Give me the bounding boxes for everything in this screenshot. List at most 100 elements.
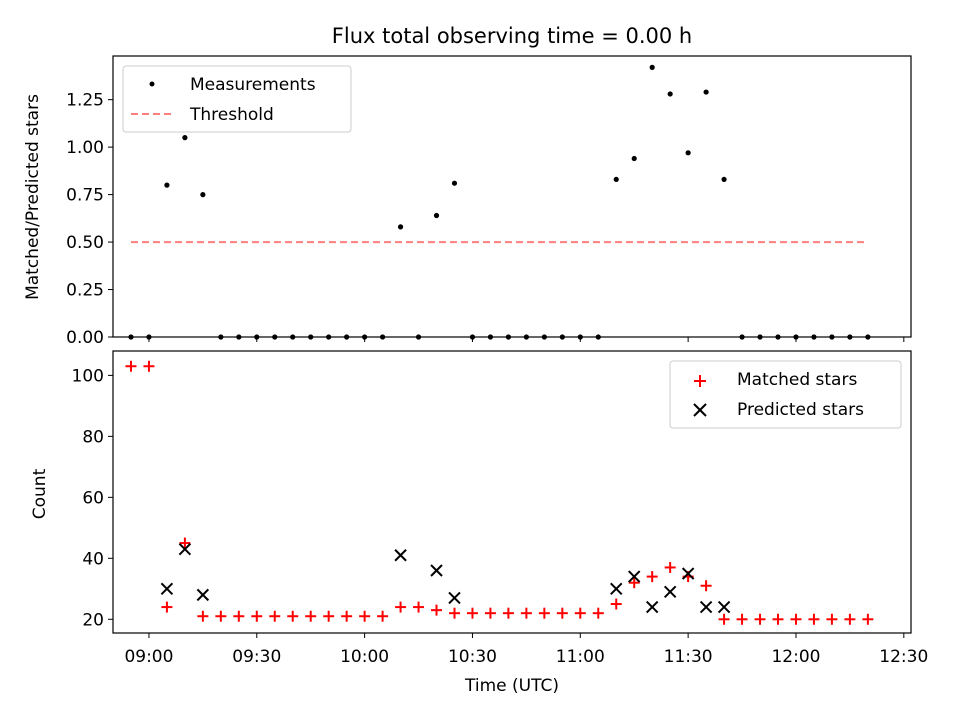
measurement-point bbox=[775, 334, 781, 340]
measurement-point bbox=[523, 334, 529, 340]
matched-star-point bbox=[610, 598, 622, 610]
predicted-star-point bbox=[160, 582, 174, 596]
ratio-y-tick-label: 1.25 bbox=[66, 91, 104, 111]
matched-star-point bbox=[772, 613, 784, 625]
matched-star-point bbox=[413, 601, 425, 613]
x-tick-label: 11:00 bbox=[556, 647, 605, 667]
measurement-point bbox=[685, 150, 691, 156]
measurement-point bbox=[326, 334, 332, 340]
measurement-point bbox=[218, 334, 224, 340]
measurement-point bbox=[577, 334, 583, 340]
matched-star-point bbox=[359, 610, 371, 622]
predicted-star-b bbox=[178, 542, 192, 556]
count-panel: 20 40 60 80 100 09:00 09:30 10:00 10:30 11:00 11:3… bbox=[30, 350, 929, 696]
count-axis-ticks: 20 40 60 80 100 09:00 09:30 10:00 10:30 11:00 11:3… bbox=[72, 366, 929, 667]
matched-star-point bbox=[395, 601, 407, 613]
matched-star-point bbox=[431, 604, 443, 616]
predicted-star-b bbox=[681, 567, 695, 580]
predicted-star-point bbox=[196, 588, 210, 602]
predicted-star-point bbox=[717, 600, 731, 614]
measurement-point bbox=[272, 334, 278, 340]
measurement-point bbox=[290, 334, 296, 340]
matched-star-point bbox=[125, 360, 137, 372]
ratio-y-tick-label: 0.00 bbox=[66, 328, 104, 348]
x-tick-label: 09:00 bbox=[124, 647, 173, 667]
measurement-point bbox=[344, 334, 350, 340]
measurement-point bbox=[703, 89, 709, 95]
predicted-star-b bbox=[394, 549, 407, 562]
count-y-tick-label: 60 bbox=[82, 488, 104, 508]
matched-star-point bbox=[502, 607, 514, 619]
chart-title: Flux total observing time = 0.00 h bbox=[332, 24, 692, 48]
matched-star-point bbox=[448, 607, 460, 619]
predicted-star-point bbox=[663, 585, 677, 599]
matched-star-point bbox=[646, 571, 658, 583]
x-tick-label: 12:30 bbox=[879, 647, 928, 667]
predicted-star-b bbox=[448, 591, 461, 605]
ratio-y-axis-label: Matched/Predicted stars bbox=[23, 94, 43, 300]
predicted-star-point bbox=[610, 582, 623, 596]
measurement-point bbox=[613, 176, 619, 183]
matched-star-point bbox=[700, 580, 712, 592]
matched-star-point bbox=[215, 610, 227, 622]
measurement-point bbox=[146, 334, 152, 340]
measurement-point bbox=[595, 334, 601, 340]
matched-star-point bbox=[341, 610, 353, 622]
predicted-star-point bbox=[430, 564, 443, 577]
x-tick-label: 09:30 bbox=[232, 647, 281, 667]
count-y-tick-label: 40 bbox=[82, 549, 104, 569]
ratio-y-tick-label: 0.25 bbox=[66, 281, 104, 301]
matched-star-point bbox=[862, 613, 874, 625]
ratio-panel: 0.00 0.25 0.50 0.75 1.00 1.25 Matched/Predict… bbox=[23, 55, 912, 348]
count-y-tick-label: 80 bbox=[82, 427, 104, 447]
predicted-legend-marker bbox=[693, 403, 707, 417]
measurement-point bbox=[397, 224, 404, 230]
matched-star-point bbox=[269, 610, 281, 622]
predicted-star-point bbox=[699, 600, 713, 614]
measurement-point bbox=[739, 334, 745, 340]
measurement-point bbox=[433, 212, 440, 219]
ratio-legend: Measurements Threshold bbox=[122, 65, 352, 133]
predicted-star-point bbox=[394, 549, 407, 562]
measurement-point bbox=[649, 64, 655, 70]
predicted-star-point bbox=[178, 542, 192, 556]
matched-star-point bbox=[754, 613, 766, 625]
matched-star-point bbox=[592, 607, 604, 619]
measurement-point bbox=[200, 192, 206, 198]
matched-star-point bbox=[143, 360, 155, 372]
measurement-point bbox=[128, 334, 134, 340]
matched-star-point bbox=[251, 610, 263, 622]
matched-star-point bbox=[484, 607, 496, 619]
predicted-star-b bbox=[196, 588, 210, 602]
measurement-point bbox=[757, 334, 763, 340]
matched-star-point bbox=[628, 577, 640, 589]
measurement-point bbox=[811, 334, 817, 340]
predicted-star-point bbox=[448, 591, 461, 605]
measurement-point bbox=[415, 334, 422, 340]
measurement-point bbox=[236, 334, 242, 340]
matched-star-point bbox=[556, 607, 568, 619]
ratio-legend-box bbox=[122, 65, 352, 133]
measurement-point bbox=[541, 334, 547, 340]
count-y-axis-label: Count bbox=[30, 468, 50, 519]
matched-star-point bbox=[377, 610, 389, 622]
predicted-star-point bbox=[681, 567, 695, 580]
x-tick-label: 12:00 bbox=[771, 647, 820, 667]
ratio-y-tick-label: 0.75 bbox=[66, 186, 104, 206]
matched-star-point bbox=[287, 610, 299, 622]
count-legend: Matched stars Predicted stars bbox=[669, 360, 902, 429]
measurement-point bbox=[451, 180, 458, 186]
predicted-star-b bbox=[610, 582, 623, 596]
matched-star-point bbox=[538, 607, 550, 619]
matched-star-point bbox=[718, 613, 730, 625]
measurement-point bbox=[793, 334, 799, 340]
measurements-legend-label: Measurements bbox=[190, 75, 316, 95]
measurement-point bbox=[847, 334, 853, 340]
predicted-star-b bbox=[717, 600, 731, 614]
measurement-point bbox=[631, 155, 637, 162]
measurements-legend-marker bbox=[149, 81, 155, 87]
matched-star-point bbox=[790, 613, 802, 625]
measurement-point bbox=[865, 334, 871, 340]
measurement-point bbox=[469, 334, 476, 340]
